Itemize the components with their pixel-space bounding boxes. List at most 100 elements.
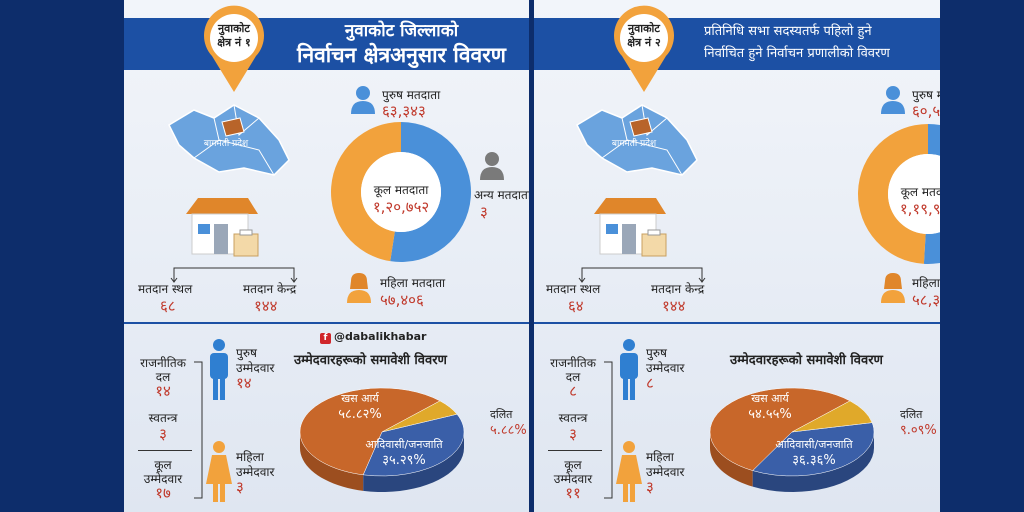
total-value: ११ [565, 484, 581, 502]
polling-connector-lines [578, 267, 706, 283]
female-voters-value: ५७,४०६ [380, 291, 424, 309]
polling-connector-lines [170, 267, 298, 283]
other-voter-icon [480, 152, 504, 180]
male-voter-icon [881, 86, 905, 114]
male-candidates: पुरुष उम्मेदवार ८ [646, 346, 684, 391]
pie-category-label: आदिवासी/जनजाति [365, 438, 443, 451]
male-voter-icon [351, 86, 375, 114]
pie-slice-side [363, 432, 464, 492]
title-line-1: नुवाकोट जिल्लाको [344, 21, 459, 41]
pie-slice-side [300, 432, 364, 491]
map-illustration: बागमती प्रदेश [576, 104, 698, 176]
inclusion-heading: उम्मेदवारहरूको समावेशी विवरण [730, 353, 883, 368]
party-label-1: राजनीतिक [550, 356, 596, 370]
pie-slice [362, 413, 465, 477]
pie-value-label: ५८.८२% [338, 407, 382, 422]
infographic-frame: नुवाकोट जिल्लाको निर्वाचन क्षेत्रअनुसार … [124, 0, 940, 512]
female-candidate-value: ३ [646, 478, 654, 496]
sum-line [138, 450, 192, 451]
facebook-icon: f [320, 333, 331, 344]
polling-center-value: १४४ [662, 297, 686, 315]
male-candidate-icon [210, 339, 228, 400]
pie-slice [791, 400, 873, 433]
independent-value: ३ [159, 425, 167, 443]
title-line-1: प्रतिनिधि सभा सदस्यतर्फ पहिलो हुने [704, 24, 872, 39]
other-voters-value: ३ [480, 203, 488, 221]
inclusion-pie-chart: खस आर्य ५४.५५% आदिवासी/जनजाति ३६.३६% दलित ९.०… [709, 387, 937, 492]
pie-category-label: खस आर्य [751, 392, 790, 405]
female-candidate-value: ३ [236, 478, 244, 496]
party-value: ८ [569, 382, 577, 400]
total-voters-label: कूल मतदाता [373, 183, 429, 197]
total-label-1: कूल [564, 458, 582, 472]
donut-segment [390, 122, 471, 262]
polling-center-label: मतदान केन्द्र [243, 282, 297, 296]
constituency-1-panel: नुवाकोट जिल्लाको निर्वाचन क्षेत्रअनुसार … [124, 0, 531, 512]
independent-value: ३ [569, 425, 577, 443]
total-label-2: उम्मेदवार [553, 472, 593, 486]
map-label: बागमती प्रदेश [204, 137, 249, 149]
male-candidate-label-2: उम्मेदवार [646, 361, 685, 375]
pie-slice [709, 387, 851, 471]
female-voter-icon [347, 273, 371, 303]
male-candidate-label-1: पुरुष [236, 346, 257, 360]
donut-segment [331, 122, 401, 262]
female-candidate-label-1: महिला [236, 450, 264, 464]
female-candidates: महिला उम्मेदवार ३ [646, 450, 684, 495]
male-candidate-icon [620, 339, 638, 400]
polling-place-label: मतदान स्थल [546, 282, 601, 296]
header-band [124, 18, 529, 70]
party-label-1: राजनीतिक [140, 356, 186, 370]
male-candidate-value: ८ [646, 374, 654, 392]
title-line-2: निर्वाचित हुने निर्वाचन प्रणालीको विवरण [704, 46, 890, 61]
sum-line [548, 450, 602, 451]
total-candidates: कूल उम्मेदवार १७ [138, 458, 188, 502]
total-voters-label: कूल मतदाता [900, 185, 940, 199]
male-candidate-label-1: पुरुष [646, 346, 667, 360]
female-candidate-icon [206, 441, 232, 502]
male-candidates: पुरुष उम्मेदवार १४ [236, 346, 274, 391]
polling-place-label: मतदान स्थल [138, 282, 193, 296]
total-candidates: कूल उम्मेदवार ११ [548, 458, 598, 502]
total-value: १७ [155, 484, 171, 502]
male-voters-value: ६०,५९८ [912, 102, 940, 120]
female-candidate-icon [616, 441, 642, 502]
female-voters-label: महिला मतदाता [380, 276, 446, 290]
donut-segment [923, 124, 940, 264]
section-divider [124, 322, 529, 324]
facebook-handle-text: @dabalikhabar [334, 330, 427, 343]
male-candidate-value: १४ [236, 374, 252, 392]
polling-place-value: ६८ [160, 297, 176, 315]
male-voters-label: पुरुष मतदाता [912, 88, 940, 102]
pin-line-2: क्षेत्र नं २ [627, 36, 661, 49]
panel-title: नुवाकोट जिल्लाको निर्वाचन क्षेत्रअनुसार … [274, 19, 529, 67]
facebook-handle[interactable]: f @dabalikhabar [320, 330, 426, 344]
independent-label: स्वतन्त्र [148, 411, 178, 425]
party-value: १४ [155, 382, 171, 400]
constituency-pin: नुवाकोट क्षेत्र नं २ [612, 5, 676, 96]
polling-center-value: १४४ [254, 297, 278, 315]
pie-slice-side [752, 432, 874, 492]
donut-hole [888, 154, 940, 234]
female-candidates: महिला उम्मेदवार ३ [236, 450, 274, 495]
pie-category-label: खस आर्य [341, 392, 380, 405]
map-illustration: बागमती प्रदेश [168, 104, 290, 176]
candidate-bracket [194, 361, 203, 499]
total-voters-value: १,२०,७५२ [372, 198, 430, 216]
total-voters-value: १,१९,९७४ [899, 200, 940, 218]
voters-donut-chart [858, 124, 940, 264]
independent-candidates: स्वतन्त्र ३ [138, 410, 188, 442]
constituency-pin: नुवाकोट क्षेत्र नं १ [202, 5, 266, 96]
map-label: बागमती प्रदेश [612, 137, 657, 149]
pie-value-label: ५४.५५% [748, 407, 792, 422]
pie-category-label: दलित [490, 408, 513, 421]
inclusion-heading: उम्मेदवारहरूको समावेशी विवरण [294, 353, 447, 368]
section-divider [534, 322, 940, 324]
pie-value-label: ५.८८% [490, 423, 527, 438]
pie-slice [752, 422, 875, 477]
pie-category-label: आदिवासी/जनजाति [775, 438, 853, 451]
pie-value-label: ९.०९% [900, 423, 937, 438]
inclusion-pie-chart: खस आर्य ५८.८२% आदिवासी/जनजाति ३५.२९% दलित ५.८… [299, 387, 527, 492]
party-label-2: दल [155, 370, 171, 384]
independent-label: स्वतन्त्र [558, 411, 588, 425]
